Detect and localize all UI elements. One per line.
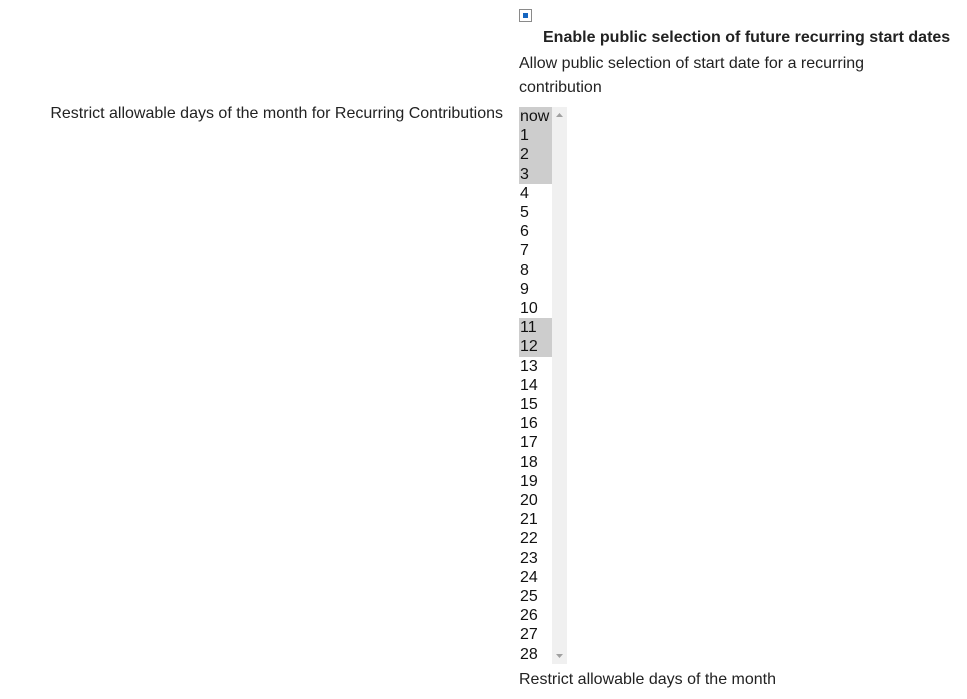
- option[interactable]: 19: [520, 472, 538, 490]
- option[interactable]: 27: [520, 626, 538, 644]
- checkbox[interactable]: [519, 9, 532, 22]
- option[interactable]: 7: [520, 242, 529, 260]
- scrollbar[interactable]: [552, 107, 567, 664]
- scroll-arrows: [556, 113, 563, 658]
- option[interactable]: 6: [520, 223, 529, 241]
- checkbox-tick: [523, 13, 528, 18]
- option[interactable]: 8: [520, 261, 529, 279]
- option[interactable]: 24: [520, 568, 538, 586]
- option[interactable]: 3: [519, 164, 552, 184]
- option[interactable]: 2: [519, 145, 552, 165]
- option[interactable]: 9: [520, 280, 529, 298]
- option[interactable]: 14: [520, 376, 538, 394]
- option[interactable]: 26: [520, 607, 538, 625]
- checkbox-description: Allow public selection of start date for…: [519, 55, 865, 96]
- help-text: Restrict allowable days of the month: [519, 671, 777, 688]
- option[interactable]: 10: [520, 300, 538, 317]
- option[interactable]: 20: [520, 492, 538, 509]
- listbox[interactable]: now 1 2 3 4 5 6 7 8 9 10 11 12 13 14 15 16 17 18 19 20 21 22 23…: [519, 107, 567, 664]
- option[interactable]: 25: [520, 588, 538, 605]
- option[interactable]: 28: [520, 645, 538, 663]
- option[interactable]: 5: [520, 204, 529, 221]
- checkbox-label: Enable public selection of future recurr…: [543, 29, 951, 46]
- option[interactable]: 16: [520, 415, 538, 433]
- option[interactable]: 13: [520, 357, 538, 375]
- select-label: Restrict allowable days of the month for…: [50, 105, 503, 122]
- option[interactable]: now: [519, 107, 552, 127]
- option[interactable]: 15: [520, 396, 538, 413]
- option[interactable]: 17: [520, 434, 538, 452]
- option[interactable]: 22: [520, 530, 538, 548]
- option[interactable]: 12: [519, 337, 552, 357]
- option[interactable]: 18: [520, 453, 538, 471]
- option[interactable]: 4: [520, 184, 529, 202]
- option[interactable]: 11: [519, 318, 552, 338]
- option[interactable]: 1: [519, 126, 552, 146]
- option[interactable]: 23: [520, 549, 538, 567]
- option[interactable]: 21: [520, 511, 538, 529]
